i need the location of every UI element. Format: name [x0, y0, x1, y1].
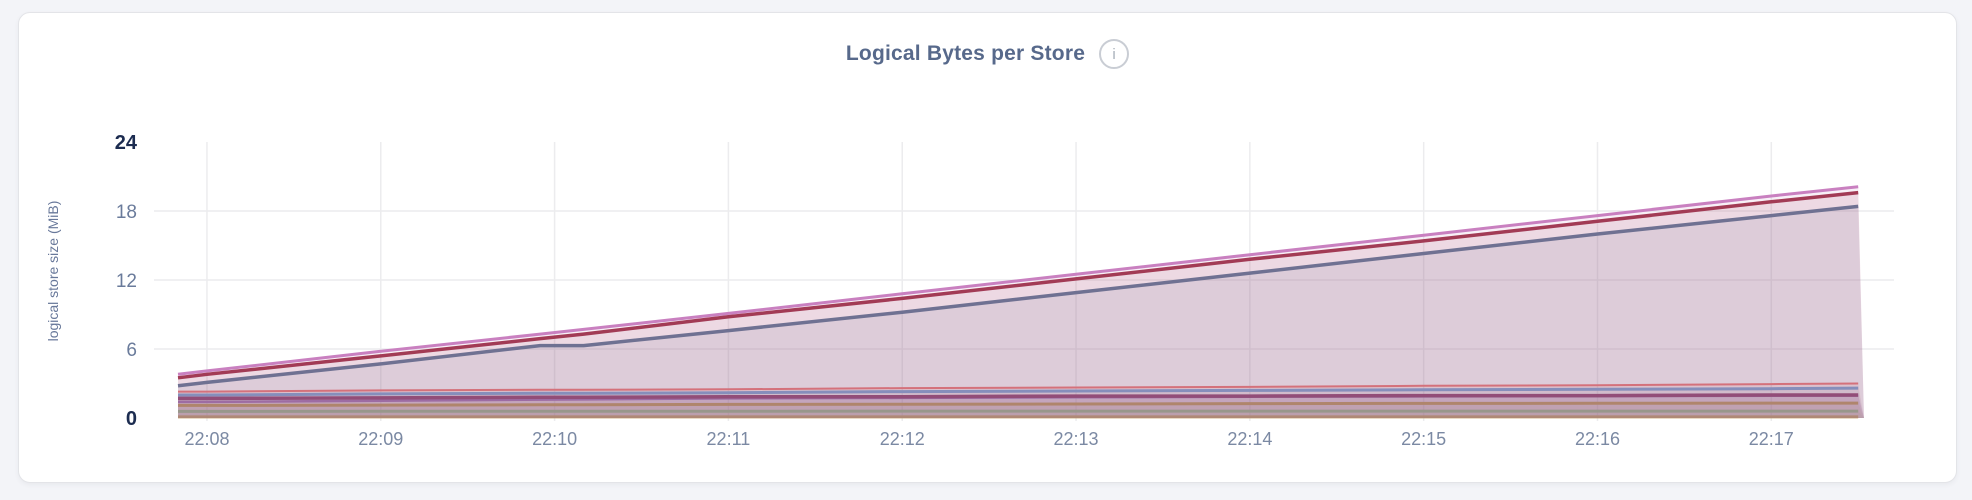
y-tick-label: 18: [116, 202, 137, 223]
series-line-series-1: [177, 185, 1859, 376]
chart-plot-area[interactable]: 0 6 12 18 24 22:08 22:09 22:10 22:11 22:12 22:13 22…: [19, 13, 1956, 482]
x-tick-label: 22:14: [1227, 429, 1272, 449]
series-area-series-2: [178, 192, 1864, 418]
series-area-series-10: [178, 383, 1864, 418]
series-line-series-6: [178, 401, 1859, 407]
series-line-series-10: [178, 382, 1859, 393]
series-line-series-9: [178, 386, 1859, 397]
series-area-series-6: [178, 403, 1864, 418]
x-tick-label: 22:15: [1401, 429, 1446, 449]
x-tick-label: 22:17: [1749, 429, 1794, 449]
chart-card: Logical Bytes per Store i logical store …: [18, 12, 1957, 483]
y-tick-label: 24: [115, 132, 138, 154]
info-icon[interactable]: i: [1099, 39, 1130, 69]
x-tick-label: 22:09: [358, 429, 403, 449]
x-tick-label: 22:11: [707, 429, 751, 449]
series-area-series-5: [178, 411, 1864, 418]
y-tick-label: 6: [126, 340, 137, 361]
series-area-series-9: [178, 388, 1864, 418]
series-line-series-2: [177, 190, 1859, 380]
series-area-series-8: [178, 395, 1864, 418]
series-area-series-1: [178, 186, 1864, 418]
x-tick-label: 22:12: [880, 429, 925, 449]
x-tick-label: 22:10: [532, 429, 577, 449]
chart-title: Logical Bytes per Store: [845, 42, 1086, 65]
chart-header: Logical Bytes per Store i: [19, 39, 1956, 69]
series-line-series-3: [177, 204, 1859, 388]
series-line-series-8: [178, 393, 1859, 401]
y-tick-label: 0: [126, 408, 137, 430]
y-tick-label: 12: [116, 271, 137, 292]
x-tick-label: 22:16: [1575, 429, 1620, 449]
series-area-series-7: [178, 395, 1864, 418]
x-tick-label: 22:13: [1054, 429, 1099, 449]
series-area-series-3: [178, 206, 1864, 418]
x-tick-label: 22:08: [184, 429, 229, 449]
